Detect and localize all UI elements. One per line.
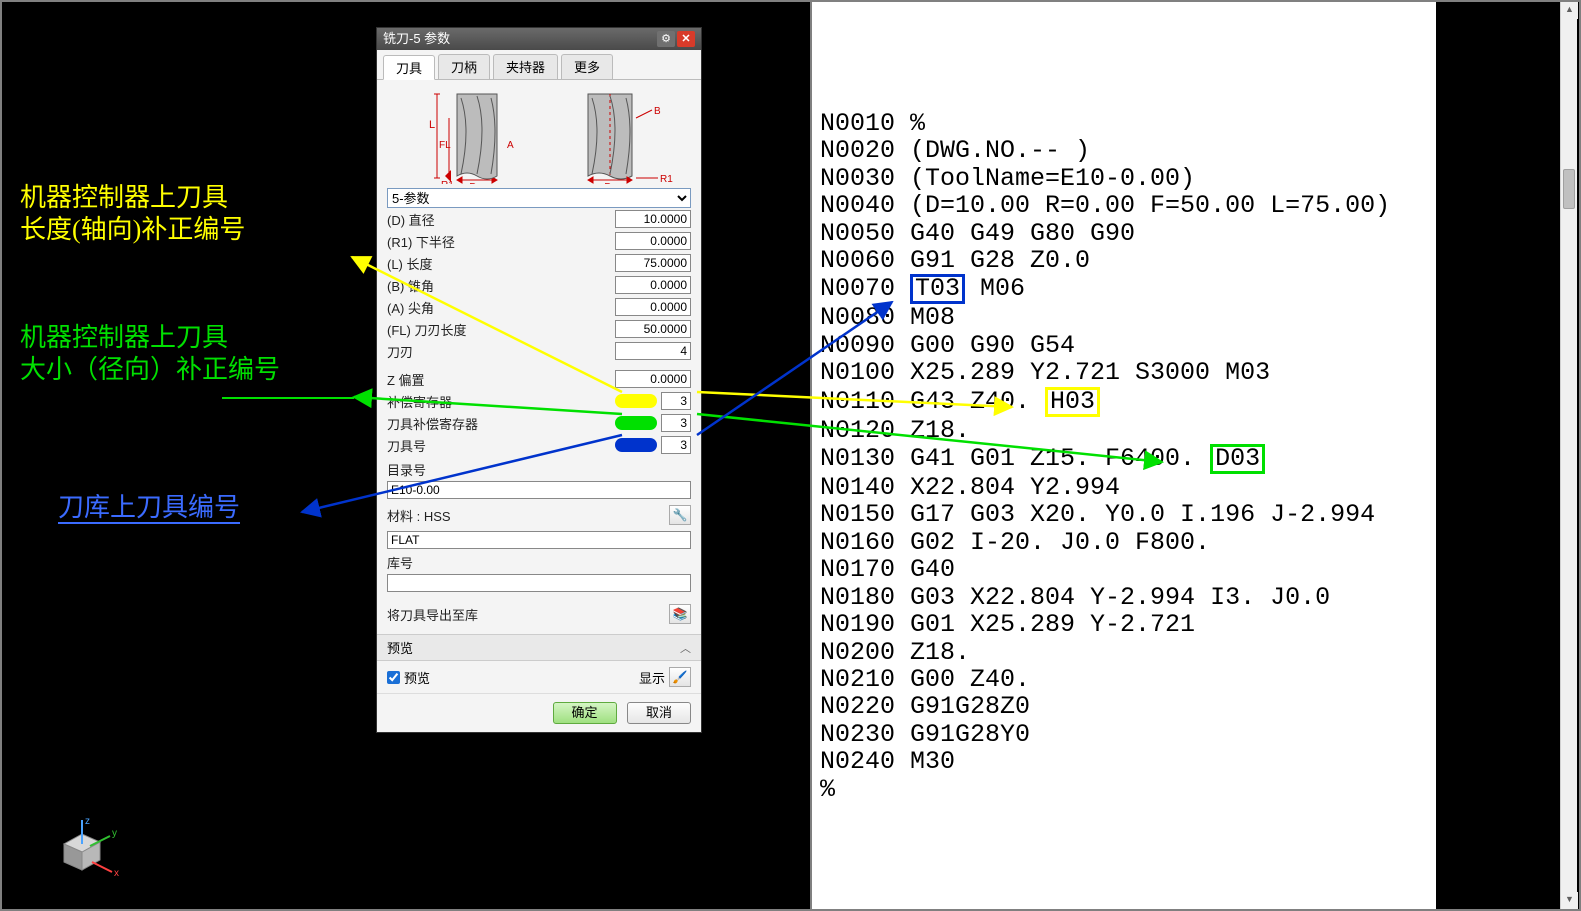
svg-text:D: D xyxy=(604,182,611,184)
scroll-up-icon[interactable]: ▲ xyxy=(1561,2,1578,19)
dialog-title: 铣刀-5 参数 xyxy=(383,28,655,50)
axis-triad-icon: z y x xyxy=(52,814,122,884)
label-catalog: 目录号 xyxy=(387,460,691,479)
label-toolno: 刀具号 xyxy=(387,436,615,455)
scroll-thumb[interactable] xyxy=(1563,169,1575,209)
svg-text:B: B xyxy=(654,106,661,117)
label-compreg: 补偿寄存器 xyxy=(387,392,615,411)
input-toolno[interactable] xyxy=(661,436,691,454)
label-toolcompreg: 刀具补偿寄存器 xyxy=(387,414,615,433)
input-zoffset[interactable] xyxy=(615,370,691,388)
svg-text:x: x xyxy=(114,868,119,879)
highlight-d03: D03 xyxy=(1210,444,1265,474)
input-desc[interactable] xyxy=(387,531,691,549)
cad-viewport: 机器控制器上刀具 长度(轴向)补正编号 机器控制器上刀具 大小（径向）补正编号 … xyxy=(2,2,807,909)
svg-text:R1: R1 xyxy=(660,174,673,184)
svg-text:z: z xyxy=(85,816,90,827)
tool-select[interactable]: 5-参数 xyxy=(387,188,691,208)
input-l[interactable] xyxy=(615,254,691,272)
highlight-h03: H03 xyxy=(1045,387,1100,417)
oval-yellow-icon xyxy=(615,394,657,408)
label-zoffset: Z 偏置 xyxy=(387,370,615,389)
close-icon[interactable]: ✕ xyxy=(677,31,695,47)
cancel-button[interactable]: 取消 xyxy=(627,702,691,724)
svg-text:L: L xyxy=(429,119,435,131)
label-r1: (R1) 下半径 xyxy=(387,232,615,251)
label-a: (A) 尖角 xyxy=(387,298,615,317)
label-d: (D) 直径 xyxy=(387,210,615,229)
tool-params-dialog: 铣刀-5 参数 ⚙ ✕ 刀具 刀柄 夹持器 更多 L FL xyxy=(376,27,702,733)
anno-radius-comp: 机器控制器上刀具 大小（径向）补正编号 xyxy=(20,322,280,386)
scroll-down-icon[interactable]: ▼ xyxy=(1561,892,1578,909)
preview-show-button[interactable]: 🖌️ xyxy=(669,667,691,687)
svg-text:R1: R1 xyxy=(441,180,454,184)
label-flutes: 刀刃 xyxy=(387,342,615,361)
material-picker-button[interactable]: 🔧 xyxy=(669,505,691,525)
preview-body: 预览 显示 🖌️ xyxy=(377,661,701,693)
anno-tool-no: 刀库上刀具编号 xyxy=(58,492,240,524)
tab-more[interactable]: 更多 xyxy=(561,54,613,79)
gcode-text: N0010 % N0020 (DWG.NO.-- ) N0030 (ToolNa… xyxy=(820,110,1390,803)
label-lib: 库号 xyxy=(387,553,691,572)
input-catalog[interactable] xyxy=(387,481,691,499)
input-fl[interactable] xyxy=(615,320,691,338)
svg-text:FL: FL xyxy=(439,140,451,151)
svg-text:y: y xyxy=(112,828,117,839)
label-fl: (FL) 刀刃长度 xyxy=(387,320,615,339)
label-material: 材料 : HSS xyxy=(387,506,669,525)
input-r1[interactable] xyxy=(615,232,691,250)
label-export: 将刀具导出至库 xyxy=(387,605,669,624)
preview-label: 预览 xyxy=(404,668,430,687)
dialog-footer: 确定 取消 xyxy=(377,693,701,732)
tab-tool[interactable]: 刀具 xyxy=(383,55,435,80)
anno-length-comp: 机器控制器上刀具 长度(轴向)补正编号 xyxy=(20,182,245,246)
dialog-titlebar[interactable]: 铣刀-5 参数 ⚙ ✕ xyxy=(377,28,701,50)
tab-holder[interactable]: 夹持器 xyxy=(493,54,558,79)
input-b[interactable] xyxy=(615,276,691,294)
highlight-t03: T03 xyxy=(910,274,965,304)
input-lib[interactable] xyxy=(387,574,691,592)
app-root: 机器控制器上刀具 长度(轴向)补正编号 机器控制器上刀具 大小（径向）补正编号 … xyxy=(0,0,1581,911)
svg-text:D: D xyxy=(469,182,476,184)
collapse-icon[interactable]: ︿ xyxy=(680,640,691,656)
oval-blue-icon xyxy=(615,438,657,452)
dialog-body: L FL D A R1 xyxy=(377,80,701,634)
gear-icon[interactable]: ⚙ xyxy=(657,31,675,47)
input-compreg[interactable] xyxy=(661,392,691,410)
preview-show-label: 显示 xyxy=(639,668,665,687)
oval-green-icon xyxy=(615,416,657,430)
input-flutes[interactable] xyxy=(615,342,691,360)
vertical-scrollbar[interactable]: ▲ ▼ xyxy=(1560,2,1577,909)
input-d[interactable] xyxy=(615,210,691,228)
svg-text:A: A xyxy=(507,140,514,151)
input-toolcompreg[interactable] xyxy=(661,414,691,432)
ok-button[interactable]: 确定 xyxy=(553,702,617,724)
input-a[interactable] xyxy=(615,298,691,316)
preview-checkbox[interactable] xyxy=(387,671,400,684)
tool-diagram: L FL D A R1 xyxy=(387,86,691,184)
dialog-tabs: 刀具 刀柄 夹持器 更多 xyxy=(377,50,701,80)
export-tool-button[interactable]: 📚 xyxy=(669,604,691,624)
label-b: (B) 锥角 xyxy=(387,276,615,295)
tab-shank[interactable]: 刀柄 xyxy=(438,54,490,79)
label-l: (L) 长度 xyxy=(387,254,615,273)
preview-header-label: 预览 xyxy=(387,638,413,657)
gcode-pane: N0010 % N0020 (DWG.NO.-- ) N0030 (ToolNa… xyxy=(810,2,1436,909)
preview-header[interactable]: 预览 ︿ xyxy=(377,634,701,661)
